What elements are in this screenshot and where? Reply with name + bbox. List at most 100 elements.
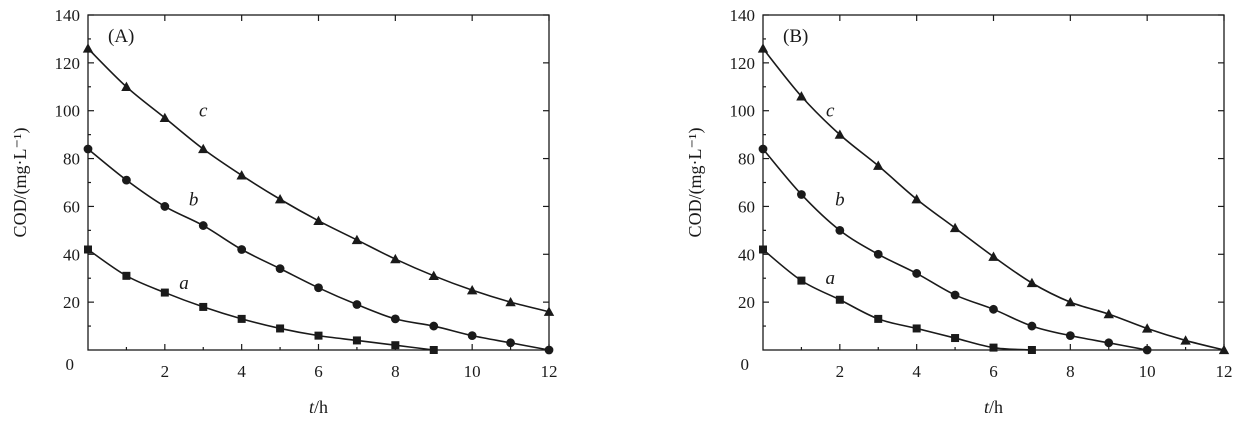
data-point-triangle: [236, 170, 247, 180]
panel-label: (A): [108, 26, 134, 47]
data-point-circle: [506, 338, 515, 348]
data-point-square: [1027, 346, 1036, 354]
x-tick-label: 8: [391, 362, 400, 381]
data-point-square: [429, 346, 438, 354]
data-point-triangle: [351, 234, 363, 245]
series-label-a: a: [825, 268, 835, 289]
series-line-b: [762, 148, 1148, 351]
data-point-triangle: [1180, 335, 1191, 345]
series-label-c: c: [826, 101, 835, 122]
data-point-circle: [429, 321, 439, 331]
data-point-triangle: [313, 215, 324, 225]
data-point-square: [276, 324, 285, 333]
data-point-circle: [198, 221, 208, 230]
plot-frame: [762, 14, 1225, 351]
data-point-square: [199, 302, 208, 311]
y-tick-label: 60: [63, 197, 80, 216]
data-point-triangle: [911, 194, 922, 204]
data-point-circle: [83, 144, 93, 154]
data-point-square: [835, 295, 844, 304]
series-line-a: [87, 248, 434, 351]
data-point-triangle: [1103, 308, 1114, 319]
data-point-square: [352, 336, 361, 345]
data-point-circle: [390, 314, 400, 324]
series-b: b: [83, 144, 554, 355]
data-point-triangle: [988, 251, 999, 261]
data-point-square: [874, 314, 883, 323]
x-axis-unit: /h: [314, 397, 328, 417]
data-point-triangle: [757, 43, 769, 53]
origin-label: 0: [741, 355, 750, 374]
y-tick-label: 140: [55, 6, 81, 25]
plot-frame: [87, 14, 550, 351]
y-tick-label: 40: [63, 245, 80, 264]
data-point-triangle: [834, 129, 846, 139]
data-point-circle: [275, 264, 285, 274]
data-point-square: [951, 334, 960, 343]
series-line-c: [87, 47, 550, 313]
data-point-triangle: [390, 253, 401, 264]
data-point-square: [797, 276, 806, 285]
series-label-c: c: [199, 101, 208, 122]
series-label-b: b: [189, 189, 199, 210]
data-point-square: [912, 324, 921, 333]
y-tick-label: 40: [738, 245, 755, 264]
data-point-triangle: [1218, 344, 1230, 355]
series-a: a: [84, 245, 438, 354]
data-point-circle: [467, 331, 477, 341]
series-label-a: a: [179, 273, 189, 294]
series-c: c: [757, 43, 1230, 355]
data-point-circle: [314, 283, 323, 293]
series-line-c: [762, 47, 1225, 351]
data-point-triangle: [796, 91, 807, 101]
data-point-circle: [1027, 321, 1037, 331]
series-b: b: [758, 144, 1152, 355]
x-axis-variable: t: [309, 397, 315, 417]
x-tick-label: 2: [836, 362, 845, 381]
data-point-circle: [160, 202, 170, 211]
data-point-circle: [237, 245, 247, 254]
data-point-circle: [835, 225, 845, 235]
y-axis-title: COD/(mg·L⁻¹): [685, 128, 706, 238]
y-tick-label: 80: [738, 150, 755, 169]
chart-panel-b: 2 4 6 8 10 12 20 40 60 80 100 120 140 0 t/h COD/(mg·L⁻¹…: [685, 6, 1233, 417]
data-point-square: [84, 245, 92, 254]
data-point-triangle: [1065, 296, 1076, 307]
data-point-circle: [1142, 345, 1152, 355]
y-tick-label: 100: [730, 102, 756, 121]
y-tick-label: 20: [738, 293, 755, 312]
data-point-triangle: [873, 160, 884, 170]
data-point-triangle: [274, 194, 286, 204]
data-point-square: [237, 314, 246, 323]
data-point-triangle: [82, 43, 94, 53]
y-tick-label: 20: [63, 293, 80, 312]
data-point-triangle: [1026, 277, 1038, 288]
data-point-triangle: [543, 306, 555, 316]
panel-label: (B): [783, 26, 808, 47]
data-point-square: [391, 341, 400, 350]
data-point-triangle: [159, 112, 171, 123]
x-tick-label: 12: [541, 362, 558, 381]
data-point-triangle: [428, 270, 439, 280]
data-point-triangle: [121, 81, 132, 91]
x-axis-unit: /h: [989, 397, 1003, 417]
x-tick-label: 4: [912, 362, 921, 381]
data-point-circle: [989, 304, 998, 314]
x-tick-label: 6: [314, 362, 323, 381]
y-tick-label: 140: [730, 6, 756, 25]
x-tick-label: 10: [464, 362, 481, 381]
data-point-circle: [797, 190, 806, 199]
x-tick-label: 10: [1139, 362, 1156, 381]
y-tick-label: 100: [55, 102, 81, 121]
data-point-circle: [950, 290, 960, 300]
data-point-circle: [912, 269, 922, 278]
x-axis-variable: t: [984, 397, 990, 417]
y-tick-label: 120: [730, 54, 756, 73]
y-tick-label: 60: [738, 197, 755, 216]
data-point-circle: [544, 345, 554, 355]
data-point-triangle: [466, 284, 478, 295]
x-tick-label: 8: [1066, 362, 1075, 381]
data-point-triangle: [505, 296, 516, 307]
data-point-square: [160, 288, 169, 297]
